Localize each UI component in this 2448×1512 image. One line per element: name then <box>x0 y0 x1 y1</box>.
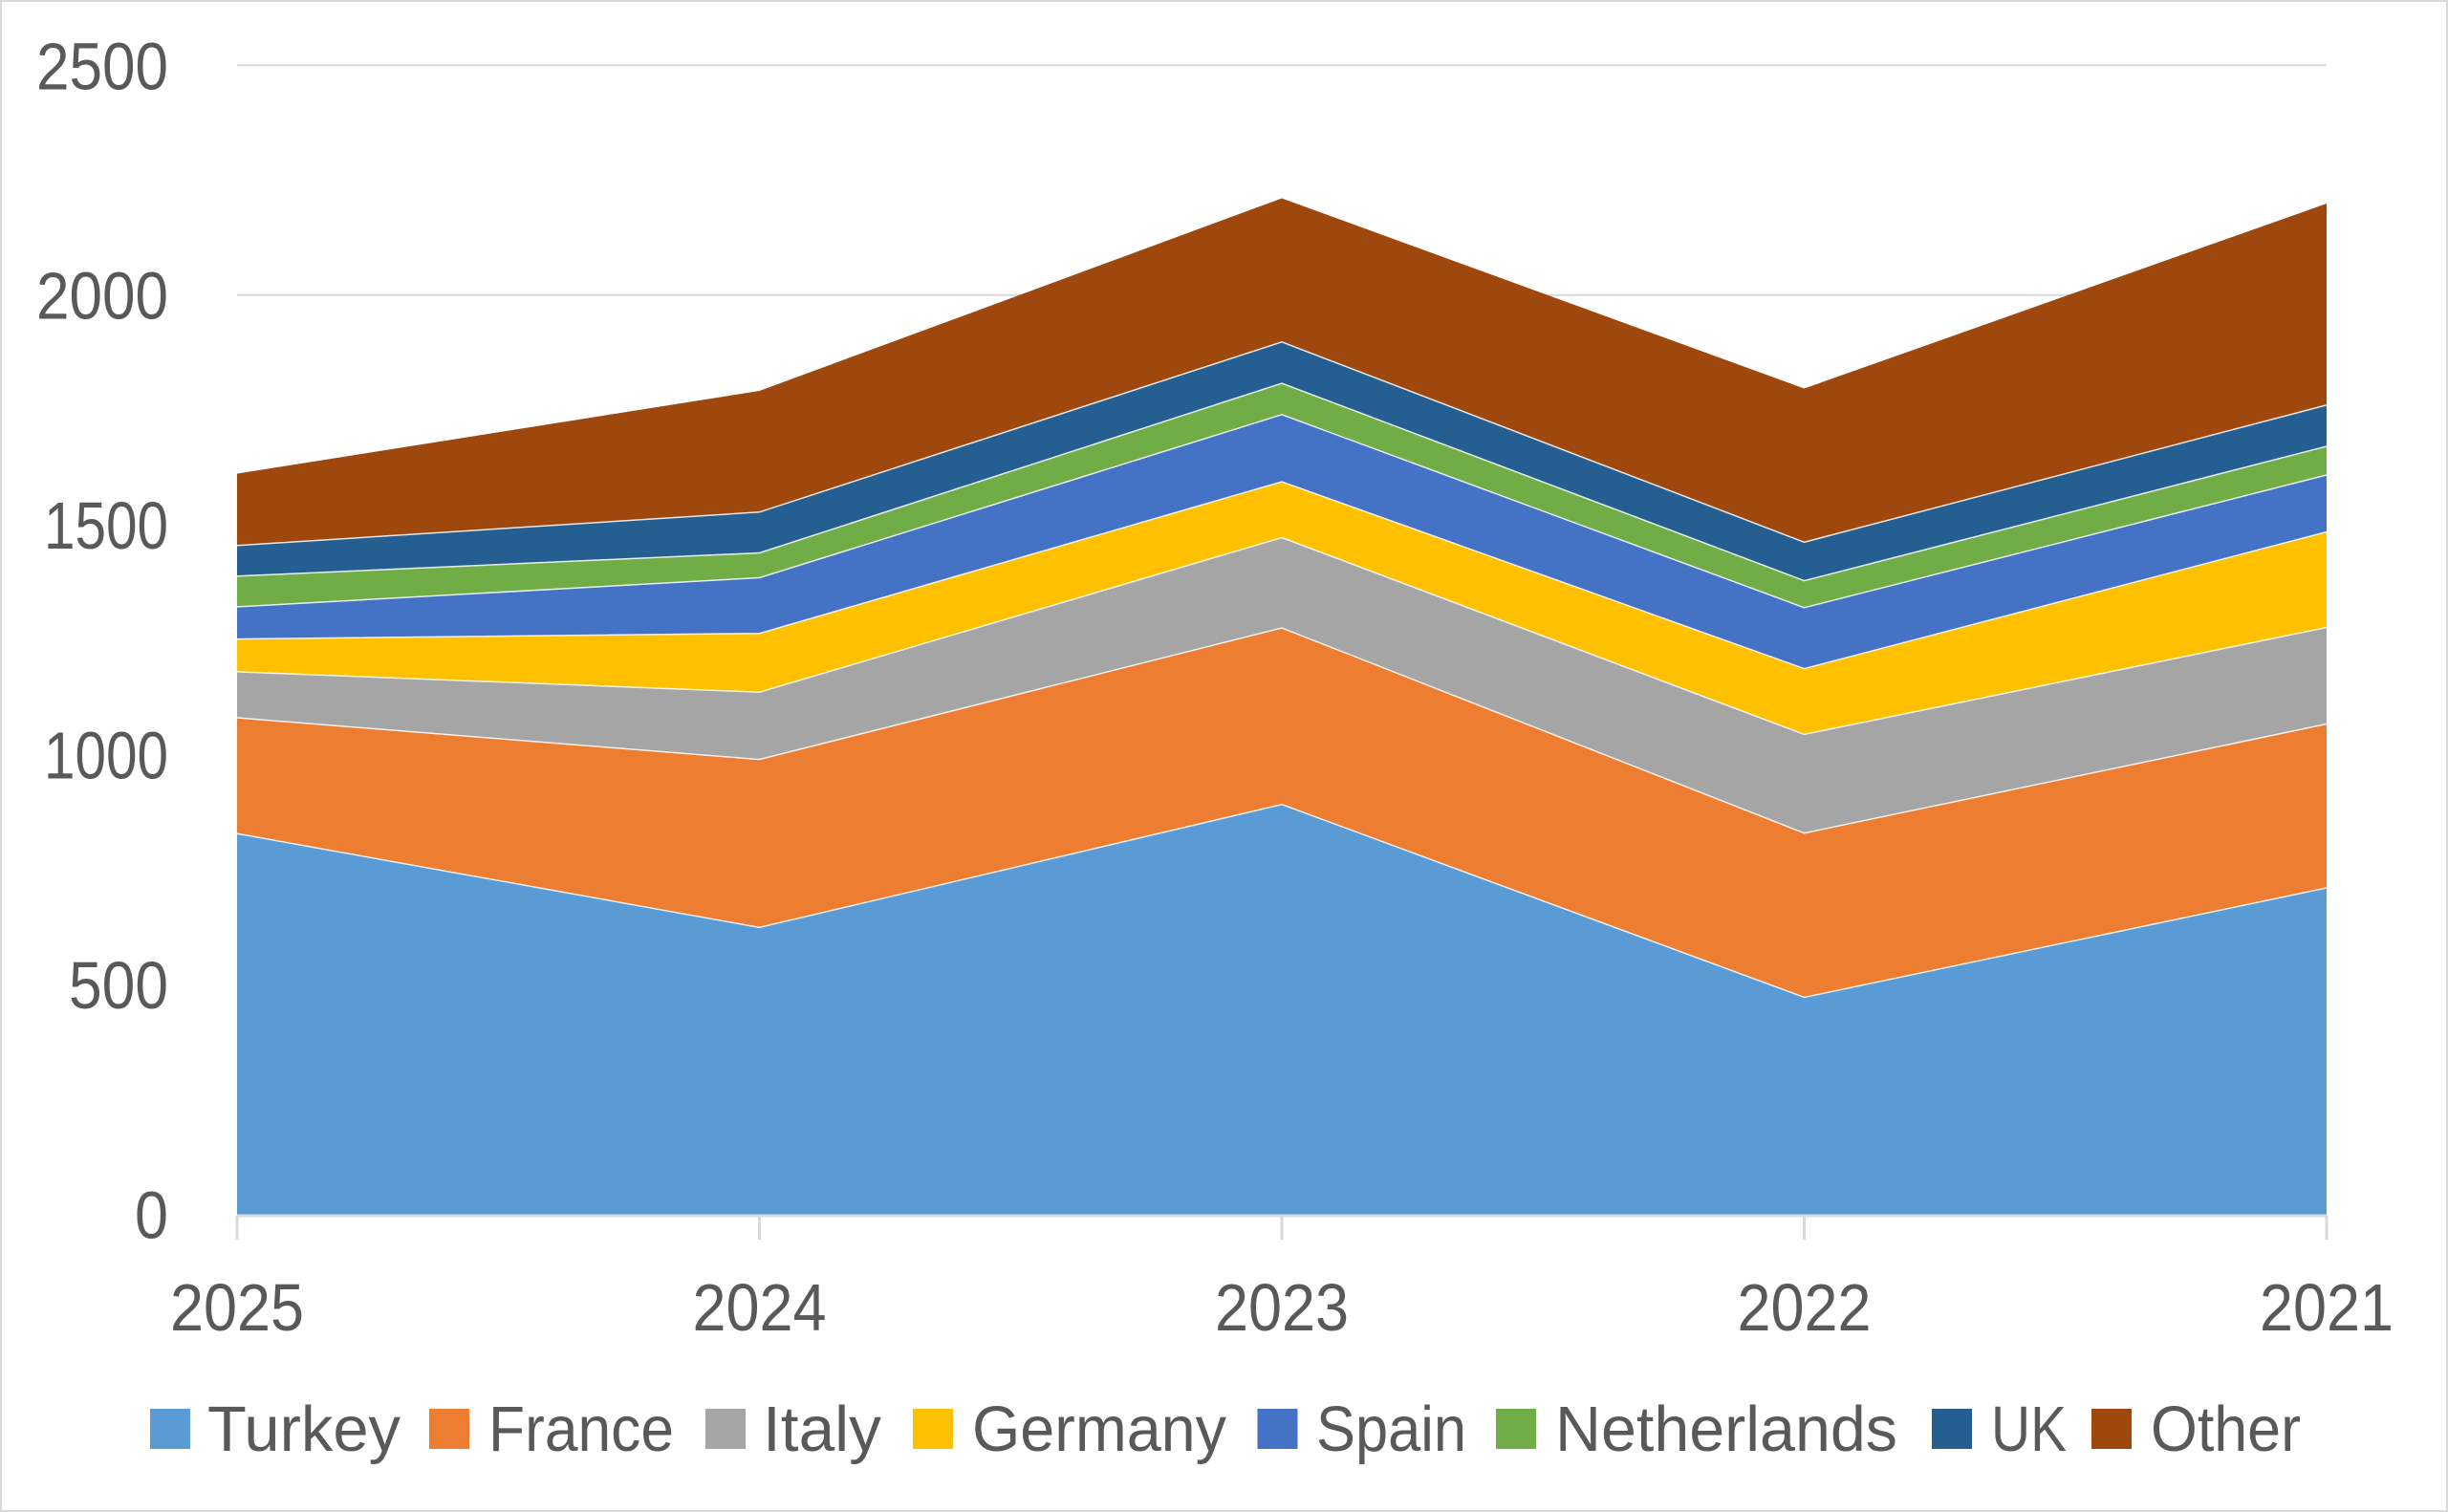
svg-text:France: France <box>488 1393 674 1465</box>
svg-text:Other: Other <box>2151 1393 2301 1465</box>
svg-text:UK: UK <box>1991 1393 2067 1465</box>
svg-text:2500: 2500 <box>36 29 168 103</box>
svg-text:2021: 2021 <box>2260 1270 2394 1345</box>
svg-text:2023: 2023 <box>1215 1270 1349 1345</box>
svg-text:500: 500 <box>69 948 168 1023</box>
svg-text:0: 0 <box>135 1178 168 1253</box>
svg-text:1000: 1000 <box>44 719 168 793</box>
svg-text:1500: 1500 <box>44 488 168 563</box>
svg-text:Spain: Spain <box>1316 1393 1466 1465</box>
svg-text:Italy: Italy <box>763 1393 881 1465</box>
svg-text:2022: 2022 <box>1738 1270 1872 1345</box>
svg-text:Turkey: Turkey <box>207 1393 401 1465</box>
svg-text:Germany: Germany <box>972 1393 1226 1465</box>
svg-text:2024: 2024 <box>693 1270 827 1345</box>
svg-text:2025: 2025 <box>170 1270 304 1345</box>
svg-text:Netherlands: Netherlands <box>1555 1393 1897 1465</box>
svg-text:2000: 2000 <box>36 259 168 334</box>
